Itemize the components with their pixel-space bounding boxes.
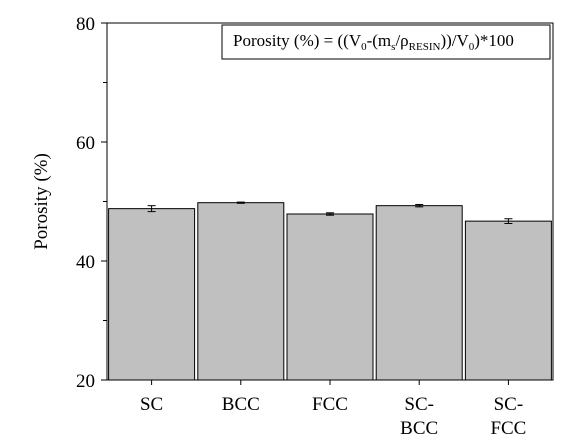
y-tick-label-20: 20 <box>76 371 95 392</box>
formula-subscript: RESIN <box>409 41 441 53</box>
formula-subscript: s <box>391 41 395 53</box>
y-ticks-group: 20 40 60 80 <box>76 14 95 392</box>
formula-part: Porosity (%) = ((V <box>233 31 362 50</box>
y-tick-label-40: 40 <box>76 252 95 273</box>
y-tick-label-80: 80 <box>76 14 95 35</box>
bar-4 <box>464 220 552 381</box>
error-bar-2 <box>326 212 334 216</box>
formula-box <box>221 24 551 60</box>
x-labels-group: SC BCC FCC SC- BCC SC- FCC <box>140 394 526 439</box>
error-bars-group <box>147 201 513 225</box>
formula-subscript: 0 <box>469 41 475 53</box>
formula-annotation: Porosity (%) = ((V0-(ms/ρRESIN))/V0)*100 <box>221 24 551 60</box>
x-tick-label-0: SC <box>140 394 163 415</box>
bar-2 <box>286 213 374 381</box>
bar-0 <box>108 208 196 381</box>
x-tick-label-3-line1: BCC <box>400 418 438 439</box>
bar-3 <box>375 205 463 381</box>
formula-part: -(m <box>367 31 392 50</box>
y-tick-label-60: 60 <box>76 133 95 154</box>
formula-part: ))/V <box>440 31 469 50</box>
error-bar-0 <box>147 205 156 213</box>
x-tick-label-1: BCC <box>222 394 260 415</box>
x-tick-label-4-line0: SC- <box>494 394 524 415</box>
bars-group <box>108 202 552 381</box>
x-tick-label-3-line0: SC- <box>404 394 434 415</box>
formula-subscript: 0 <box>361 41 367 53</box>
y-axis-label: Porosity (%) <box>31 153 52 250</box>
formula-text: Porosity (%) = ((V0-(ms/ρRESIN))/V0)*100 <box>233 31 514 53</box>
x-tick-label-2: FCC <box>312 394 348 415</box>
axes-group <box>101 22 554 385</box>
formula-part: )*100 <box>474 31 514 50</box>
error-bar-3 <box>415 203 424 208</box>
x-tick-label-4-line1: FCC <box>490 418 526 439</box>
bar-1 <box>197 202 285 381</box>
error-bar-1 <box>236 201 245 204</box>
error-bar-4 <box>504 218 513 225</box>
formula-part: /ρ <box>395 31 408 50</box>
